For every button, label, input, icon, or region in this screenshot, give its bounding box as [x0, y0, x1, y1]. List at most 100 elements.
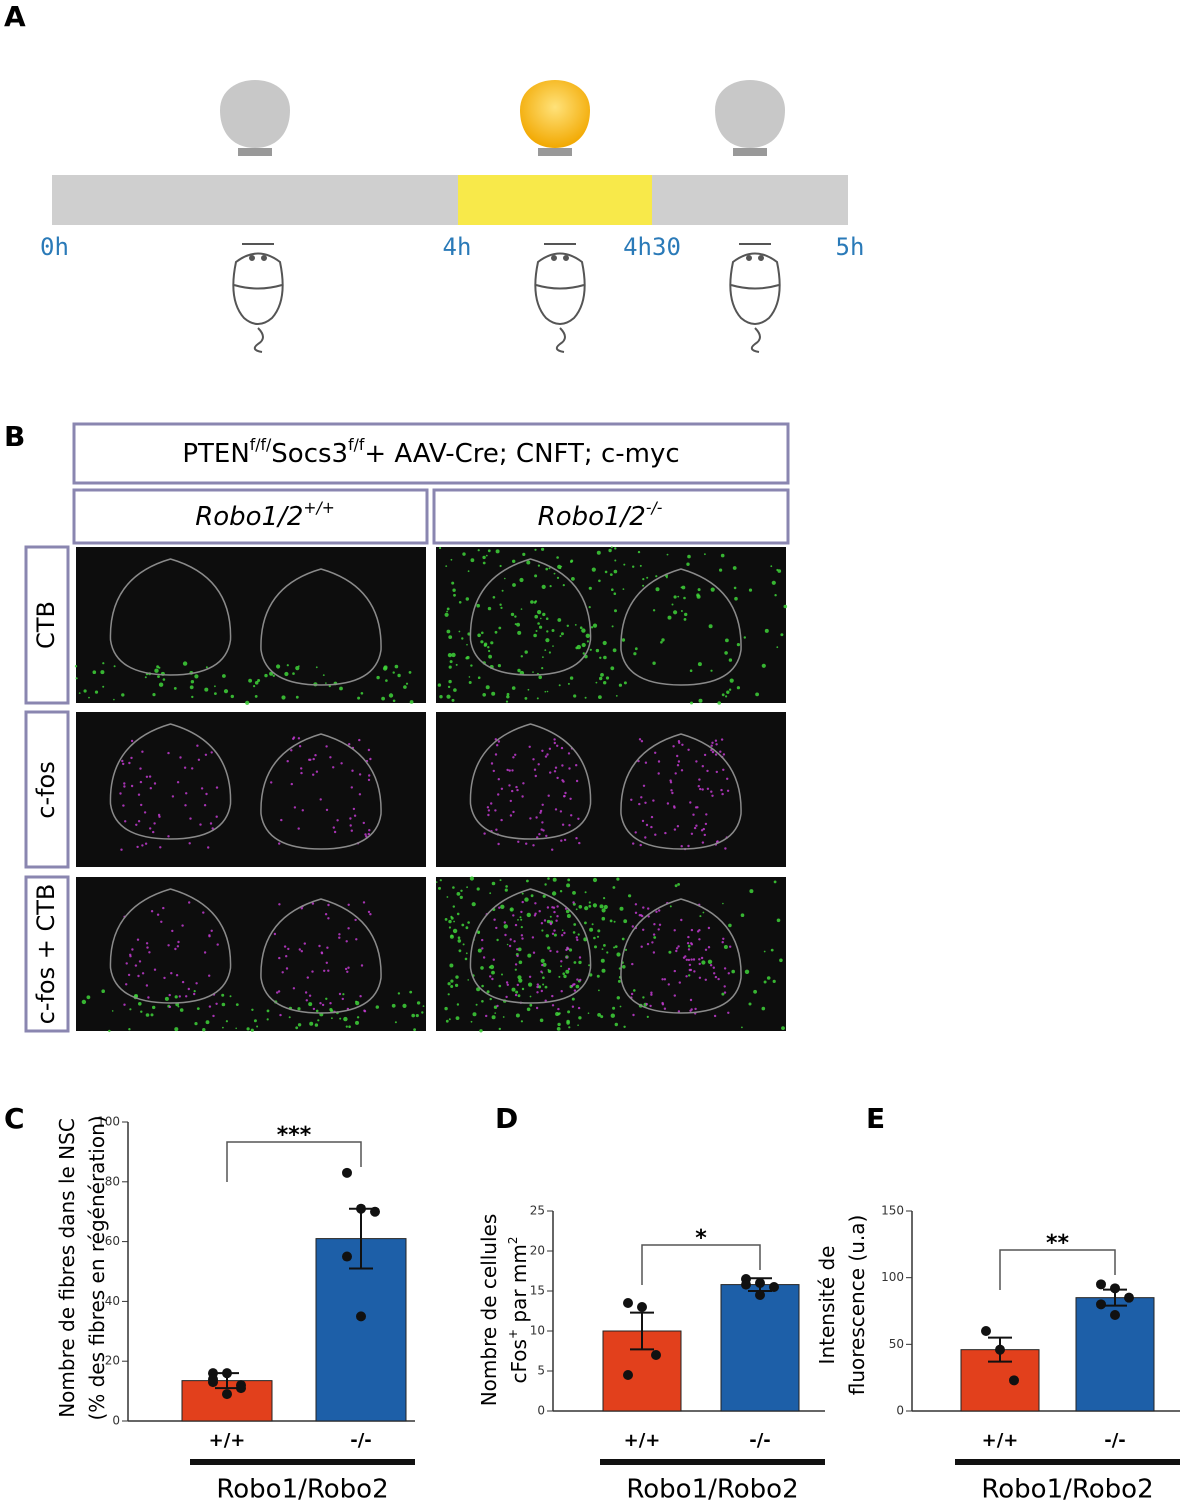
- fiber-signal: [541, 584, 546, 590]
- fiber-signal: [455, 1016, 460, 1020]
- cfos-signal: [695, 824, 698, 827]
- cfos-signal: [209, 822, 213, 825]
- fiber-signal: [512, 559, 516, 563]
- cfos-signal: [508, 944, 512, 948]
- fiber-signal: [174, 995, 178, 999]
- fiber-signal: [100, 670, 105, 675]
- fiber-signal: [445, 1019, 449, 1023]
- cfos-signal: [318, 944, 321, 948]
- fiber-signal: [544, 690, 547, 693]
- cfos-signal: [570, 814, 573, 817]
- fiber-signal: [618, 683, 623, 687]
- fiber-signal: [605, 676, 610, 680]
- fiber-signal: [481, 1000, 484, 1003]
- cfos-signal: [340, 762, 343, 765]
- significance-label: ***: [277, 1123, 312, 1148]
- y-tick-label: 0: [112, 1414, 120, 1428]
- fiber-signal: [221, 993, 225, 997]
- fiber-signal: [582, 652, 585, 655]
- significance-label: *: [695, 1226, 707, 1251]
- fiber-signal: [511, 686, 516, 690]
- fiber-signal: [235, 1003, 239, 1006]
- text-part: par mm: [507, 1244, 531, 1329]
- fiber-signal: [248, 678, 253, 683]
- cfos-signal: [711, 794, 714, 797]
- fiber-signal: [470, 1020, 473, 1023]
- cfos-signal: [698, 778, 701, 781]
- fiber-signal: [477, 930, 481, 934]
- fiber-signal: [466, 655, 470, 660]
- cfos-signal: [536, 991, 539, 994]
- fiber-signal: [444, 918, 448, 921]
- fiber-signal: [544, 883, 547, 886]
- cfos-signal: [680, 918, 683, 922]
- cfos-signal: [312, 1007, 316, 1011]
- cfos-signal: [121, 759, 124, 763]
- fiber-signal: [595, 681, 598, 684]
- cfos-signal: [134, 964, 138, 967]
- y-tick-label: 100: [97, 1115, 120, 1129]
- cfos-signal: [699, 787, 702, 791]
- cfos-signal: [714, 739, 718, 742]
- cfos-signal: [487, 813, 490, 817]
- cfos-signal: [723, 985, 726, 988]
- fiber-signal: [482, 561, 486, 565]
- fiber-signal: [214, 692, 217, 695]
- fiber-signal: [482, 693, 487, 697]
- fiber-signal: [557, 1022, 561, 1027]
- cfos-signal: [349, 817, 352, 820]
- cfos-signal: [329, 1002, 332, 1005]
- fiber-signal: [254, 695, 258, 698]
- cfos-signal: [276, 991, 279, 994]
- fiber-signal: [673, 595, 677, 599]
- fiber-signal: [710, 669, 713, 672]
- cfos-signal: [684, 955, 687, 958]
- significance-bracket: [999, 1249, 1116, 1290]
- cfos-signal: [168, 993, 171, 997]
- cfos-signal: [658, 909, 661, 912]
- fiber-signal: [592, 877, 598, 883]
- fiber-signal: [266, 1018, 269, 1021]
- fiber-signal: [613, 592, 617, 595]
- cfos-signal: [203, 804, 207, 807]
- cfos-signal: [722, 937, 725, 940]
- cfos-signal: [566, 946, 569, 949]
- fiber-signal: [205, 1020, 210, 1025]
- cfos-signal: [298, 745, 302, 748]
- cfos-signal: [130, 739, 134, 743]
- fiber-signal: [596, 550, 601, 555]
- data-point: [623, 1370, 633, 1380]
- cfos-signal: [367, 910, 371, 914]
- cfos-signal: [496, 744, 499, 747]
- fiber-signal: [75, 677, 78, 680]
- fiber-signal: [489, 997, 492, 1001]
- micrograph-bg: [76, 547, 426, 703]
- fiber-signal: [616, 996, 620, 1000]
- mouse-tail: [253, 327, 264, 353]
- cfos-signal: [176, 945, 180, 948]
- cfos-signal: [215, 815, 218, 818]
- cfos-signal: [512, 810, 515, 814]
- cfos-signal: [125, 962, 128, 965]
- cfos-signal: [630, 798, 633, 801]
- fiber-signal: [562, 584, 565, 587]
- cfos-signal: [324, 913, 328, 916]
- y-tick-label: 50: [889, 1337, 904, 1351]
- cfos-signal: [712, 966, 715, 969]
- fiber-signal: [461, 923, 465, 927]
- fiber-signal: [776, 646, 779, 649]
- fiber-signal: [541, 667, 544, 670]
- cfos-signal: [537, 763, 540, 766]
- fiber-signal: [297, 1023, 302, 1027]
- fiber-signal: [774, 594, 777, 597]
- fiber-signal: [624, 948, 628, 952]
- micrograph: [74, 547, 426, 706]
- cfos-signal: [666, 802, 670, 805]
- fiber-signal: [566, 883, 571, 888]
- fiber-signal: [677, 595, 680, 598]
- cfos-signal: [676, 764, 680, 767]
- cfos-signal: [681, 743, 684, 746]
- fiber-signal: [603, 897, 606, 900]
- cfos-signal: [311, 970, 314, 973]
- cfos-signal: [491, 977, 494, 981]
